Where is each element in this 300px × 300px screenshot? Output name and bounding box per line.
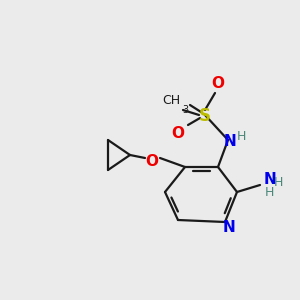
- Text: N: N: [264, 172, 277, 188]
- Text: O: O: [172, 125, 184, 140]
- Text: N: N: [223, 220, 236, 236]
- Text: H: H: [265, 187, 274, 200]
- Text: CH: CH: [162, 94, 180, 106]
- Text: 3: 3: [182, 105, 188, 115]
- Text: N: N: [224, 134, 236, 149]
- Text: H: H: [236, 130, 246, 142]
- Text: H: H: [274, 176, 284, 190]
- Text: O: O: [212, 76, 224, 92]
- Text: O: O: [146, 154, 158, 169]
- Text: S: S: [199, 107, 211, 125]
